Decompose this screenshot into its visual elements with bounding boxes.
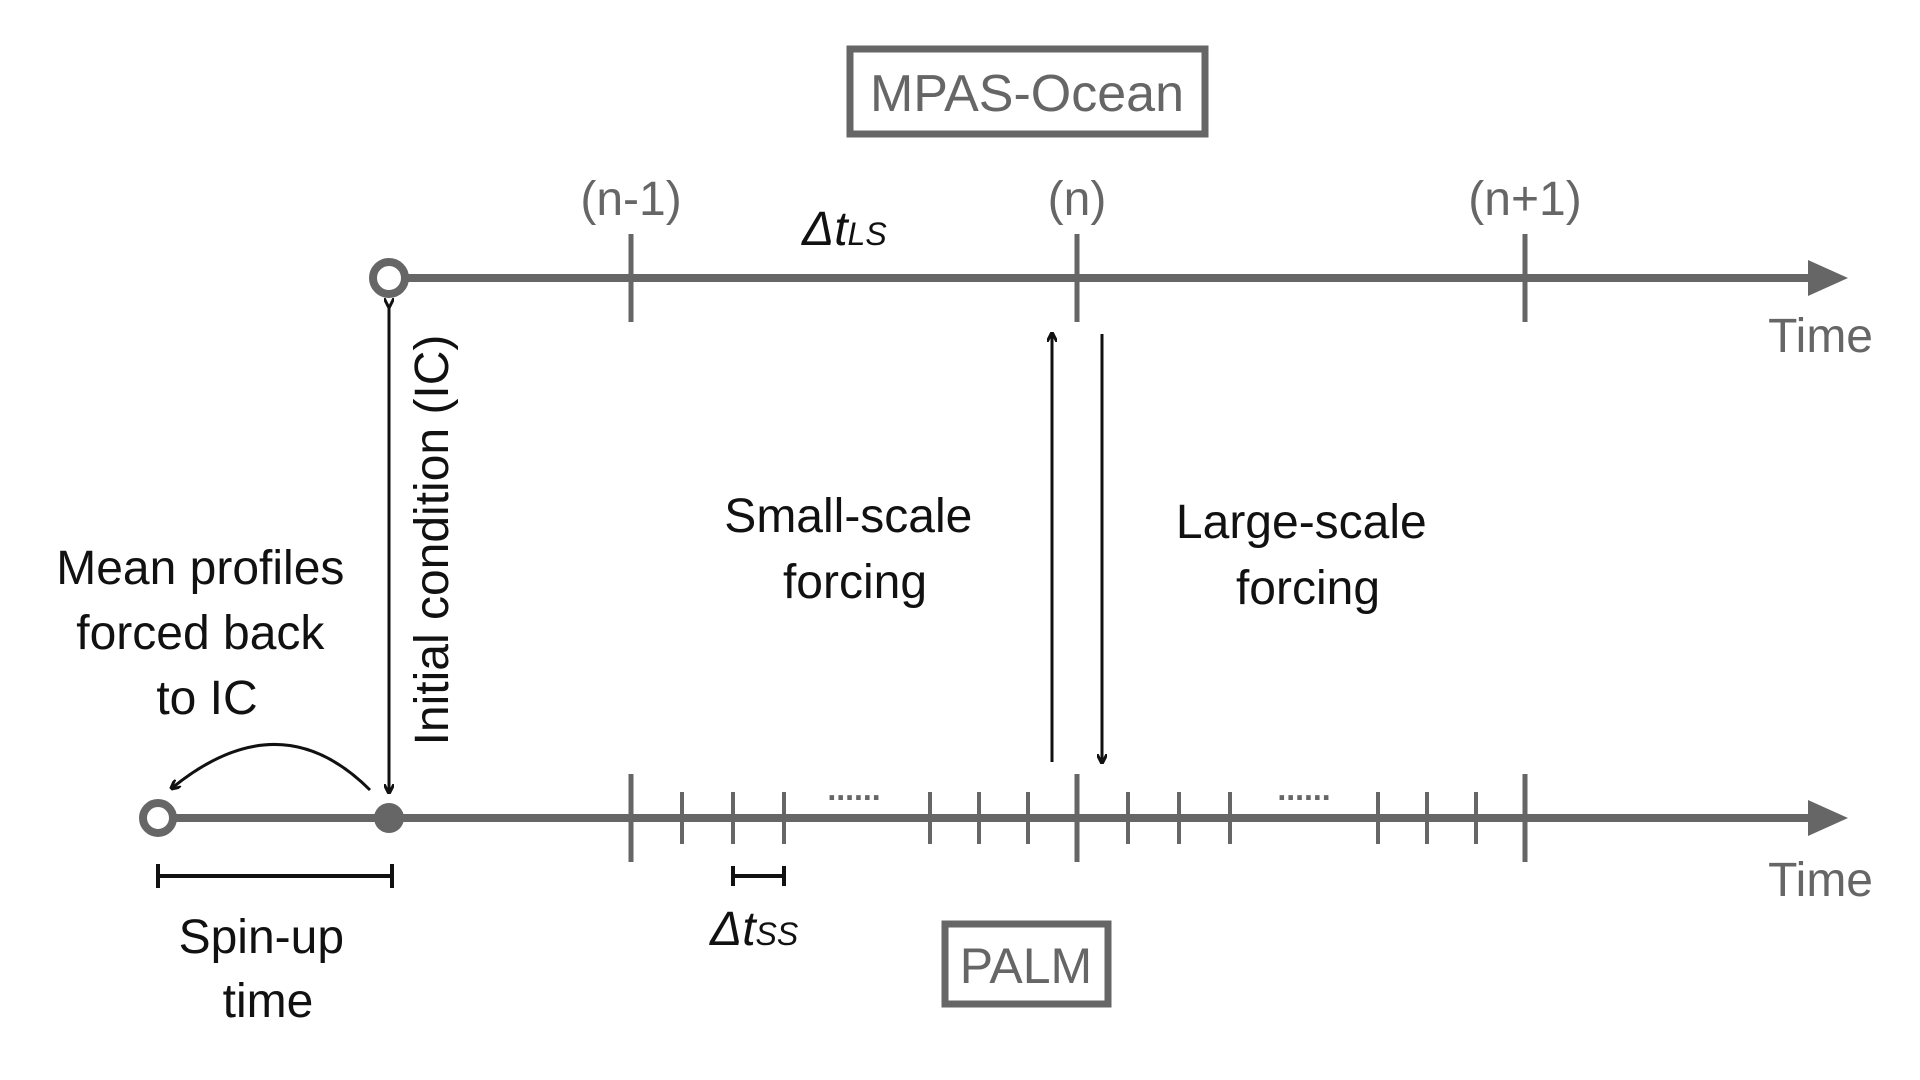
mpas-ocean-label-box: MPAS-Ocean [846,45,1209,138]
step-label-n-minus-1: (n-1) [580,173,681,226]
dt-ss-bracket: ΔtSS [709,866,798,956]
bottom-axis-arrowhead [1808,800,1848,836]
top-axis-arrowhead [1808,260,1848,296]
large-scale-forcing-label: Large-scale forcing [1176,496,1440,615]
spin-up-label: Spin-up time [179,911,358,1028]
dt-ls-label: ΔtLS [801,203,887,256]
spin-up-bracket: Spin-up time [156,864,394,1028]
initial-condition-label: Initial condition (IC) [406,335,459,746]
ellipsis-right: ...... [1277,771,1330,807]
palm-label-box: PALM [941,920,1112,1008]
palm-label: PALM [960,938,1092,994]
dt-ss-label: ΔtSS [709,903,798,956]
mean-profiles-label: Mean profiles forced back to IC [56,542,357,725]
step-label-n-plus-1: (n+1) [1468,173,1581,226]
mean-profiles-curved-arrow [172,743,372,790]
mpas-ocean-label: MPAS-Ocean [870,65,1184,123]
coupling-start-dot [374,803,404,833]
bottom-time-axis: ...... ...... Time [139,771,1873,907]
ellipsis-left: ...... [827,771,880,807]
top-axis-start-circle [369,258,409,298]
small-scale-forcing-label: Small-scale forcing [724,490,985,609]
spin-up-start-circle [139,799,177,837]
initial-condition-arrow: Initial condition (IC) [389,306,459,792]
top-time-axis: (n-1) (n) (n+1) ΔtLS Time [369,173,1873,363]
bottom-time-label: Time [1768,854,1873,907]
top-time-label: Time [1768,310,1873,363]
step-label-n: (n) [1048,173,1107,226]
